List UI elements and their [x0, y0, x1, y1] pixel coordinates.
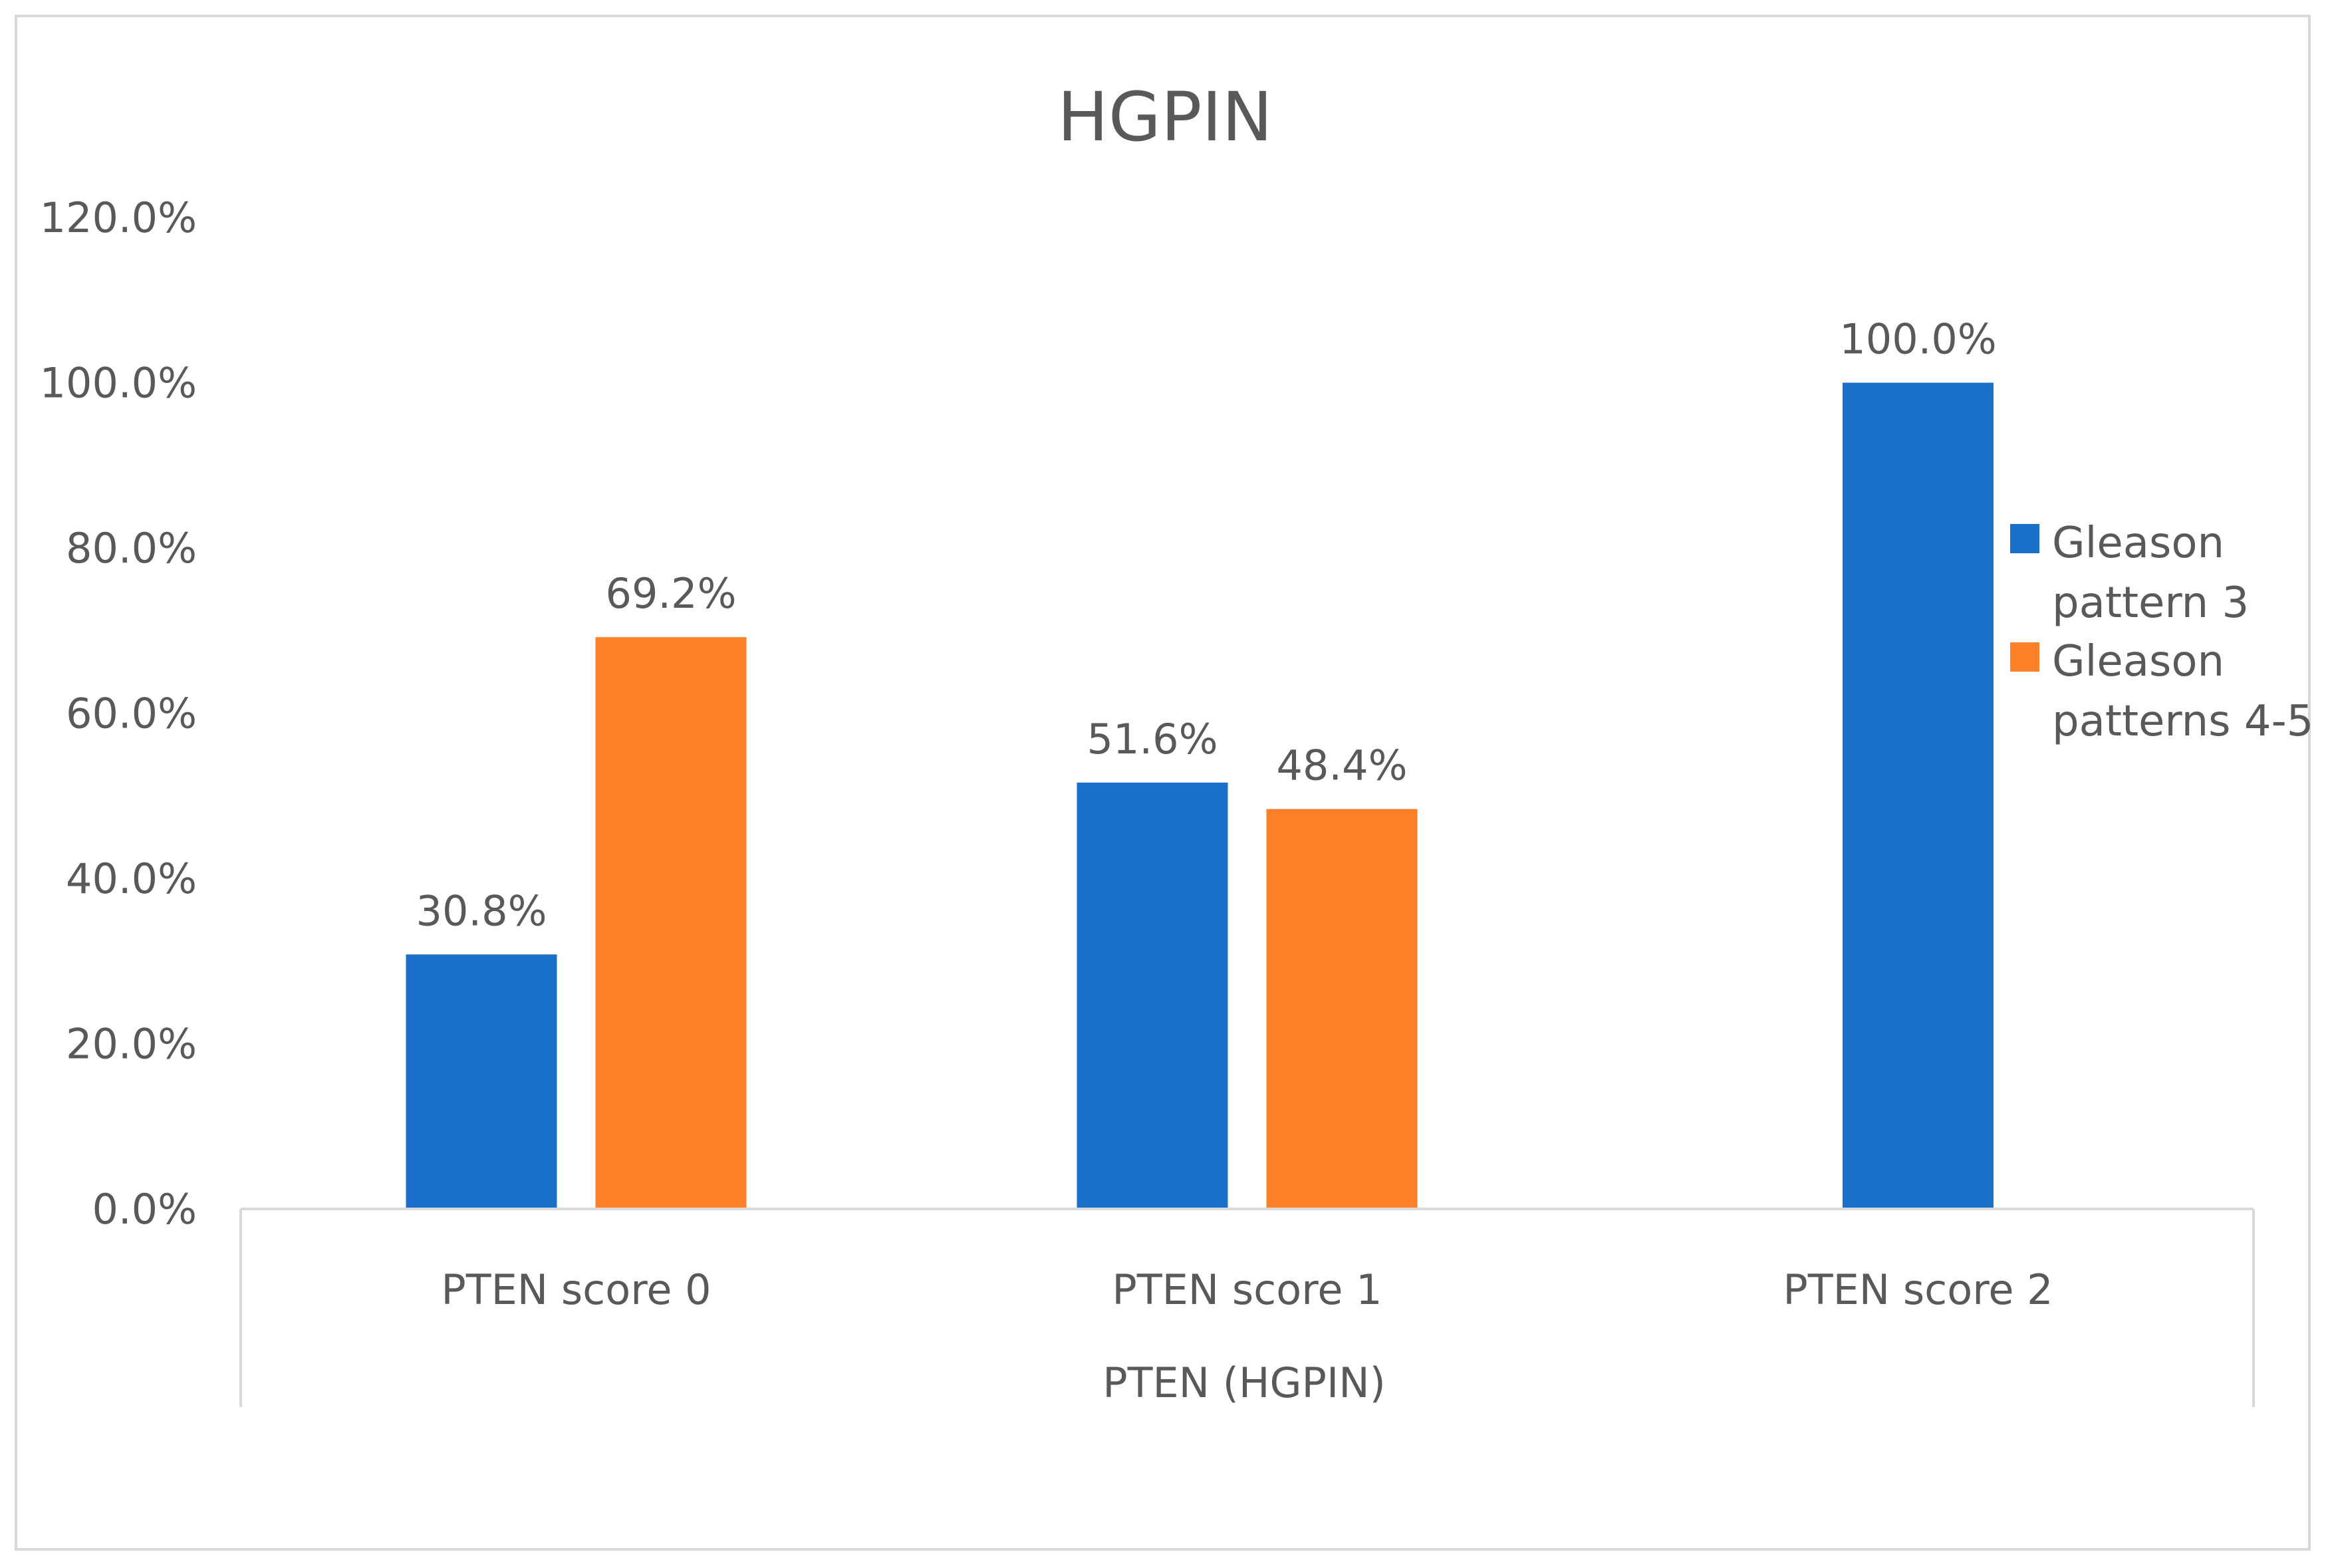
bar-gleason-4-5-0	[595, 637, 747, 1209]
x-axis: PTEN score 0 PTEN score 1 PTEN score 2	[239, 1208, 2255, 1407]
legend-label: patterns 4-5	[2052, 697, 2313, 746]
data-labels-group: 30.8% 69.2% 51.6% 48.4% 100.0%	[416, 315, 1997, 936]
y-tick-label: 60.0%	[66, 690, 197, 738]
chart-svg: HGPIN 0.0% 20.0% 40.0% 60.0% 80.0% 100.0% 120.…	[40, 78, 2313, 1407]
y-tick-label: 100.0%	[40, 359, 197, 408]
y-axis-ticks: 0.0% 20.0% 40.0% 60.0% 80.0% 100.0% 120.0%	[40, 194, 197, 1234]
x-tick-label: PTEN score 2	[1783, 1265, 2053, 1314]
bar-gleason-4-5-1	[1266, 809, 1418, 1209]
bar-gleason-3-1	[1077, 782, 1228, 1209]
data-label: 100.0%	[1839, 315, 1996, 364]
legend-label: Gleason	[2052, 519, 2224, 568]
data-label: 69.2%	[606, 569, 737, 618]
bars-group	[406, 382, 1994, 1209]
legend-label: Gleason	[2052, 637, 2224, 686]
chart-frame: HGPIN 0.0% 20.0% 40.0% 60.0% 80.0% 100.0% 120.…	[15, 15, 2313, 1551]
x-axis-title: PTEN (HGPIN)	[1102, 1359, 1386, 1407]
x-tick-label: PTEN score 0	[441, 1265, 711, 1314]
y-tick-label: 0.0%	[92, 1185, 197, 1234]
x-tick-label: PTEN score 1	[1112, 1265, 1382, 1314]
y-tick-label: 20.0%	[66, 1020, 197, 1069]
chart-title: HGPIN	[1057, 78, 1273, 157]
legend-label: pattern 3	[2052, 579, 2249, 628]
legend-swatch	[2010, 642, 2039, 672]
data-label: 30.8%	[416, 886, 547, 935]
bar-gleason-3-2	[1843, 382, 1994, 1209]
bar-gleason-3-0	[406, 954, 557, 1209]
y-tick-label: 120.0%	[40, 194, 197, 242]
legend: Gleason pattern 3 Gleason patterns 4-5	[2010, 519, 2313, 746]
data-label: 51.6%	[1087, 715, 1218, 763]
legend-swatch	[2010, 524, 2039, 553]
y-tick-label: 40.0%	[66, 854, 197, 903]
data-label: 48.4%	[1277, 741, 1408, 790]
y-tick-label: 80.0%	[66, 524, 197, 573]
